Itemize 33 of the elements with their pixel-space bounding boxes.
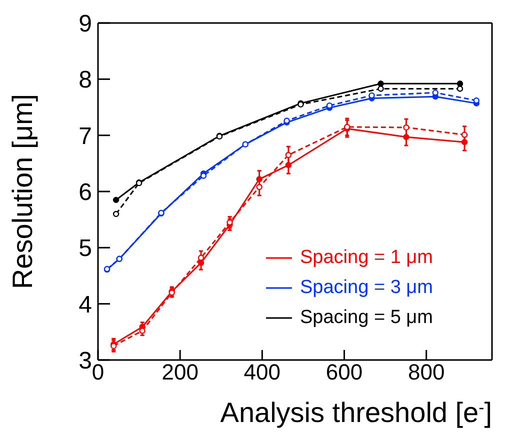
x-tick-label: 600 (326, 360, 363, 385)
x-axis-title: Analysis threshold [e$^{-}$] (220, 397, 492, 428)
point (378, 86, 384, 92)
y-tick-label: 9 (78, 10, 92, 38)
legend-label: Spacing = 5 μm (300, 306, 433, 330)
point (403, 124, 410, 131)
x-tick-label: 0 (92, 360, 104, 385)
y-tick-label: 4 (78, 291, 92, 318)
point (112, 210, 120, 218)
legend-label: Spacing = 3 μm (300, 276, 433, 300)
x-tick-label: 400 (244, 360, 281, 385)
point (256, 184, 262, 190)
y-tick-label: 3 (78, 348, 92, 375)
x-tick-label: 800 (408, 360, 445, 385)
point (461, 138, 468, 146)
y-tick-label: 8 (78, 66, 92, 94)
point (456, 80, 464, 87)
point (461, 132, 468, 138)
legend-label: Spacing = 1 μm (300, 246, 433, 270)
y-tick-label: 5 (78, 235, 92, 262)
x-tick-label: 200 (162, 360, 198, 385)
point (256, 176, 262, 182)
point (456, 86, 464, 92)
point (198, 254, 204, 261)
y-tick-label: 7 (78, 122, 92, 150)
point (198, 260, 204, 266)
point (378, 80, 384, 87)
point (200, 172, 207, 179)
point (285, 152, 292, 158)
y-tick-label: 6 (78, 179, 92, 206)
y-axis-title: Resolution [μm] (7, 94, 38, 290)
point (112, 196, 120, 204)
point (403, 134, 410, 140)
